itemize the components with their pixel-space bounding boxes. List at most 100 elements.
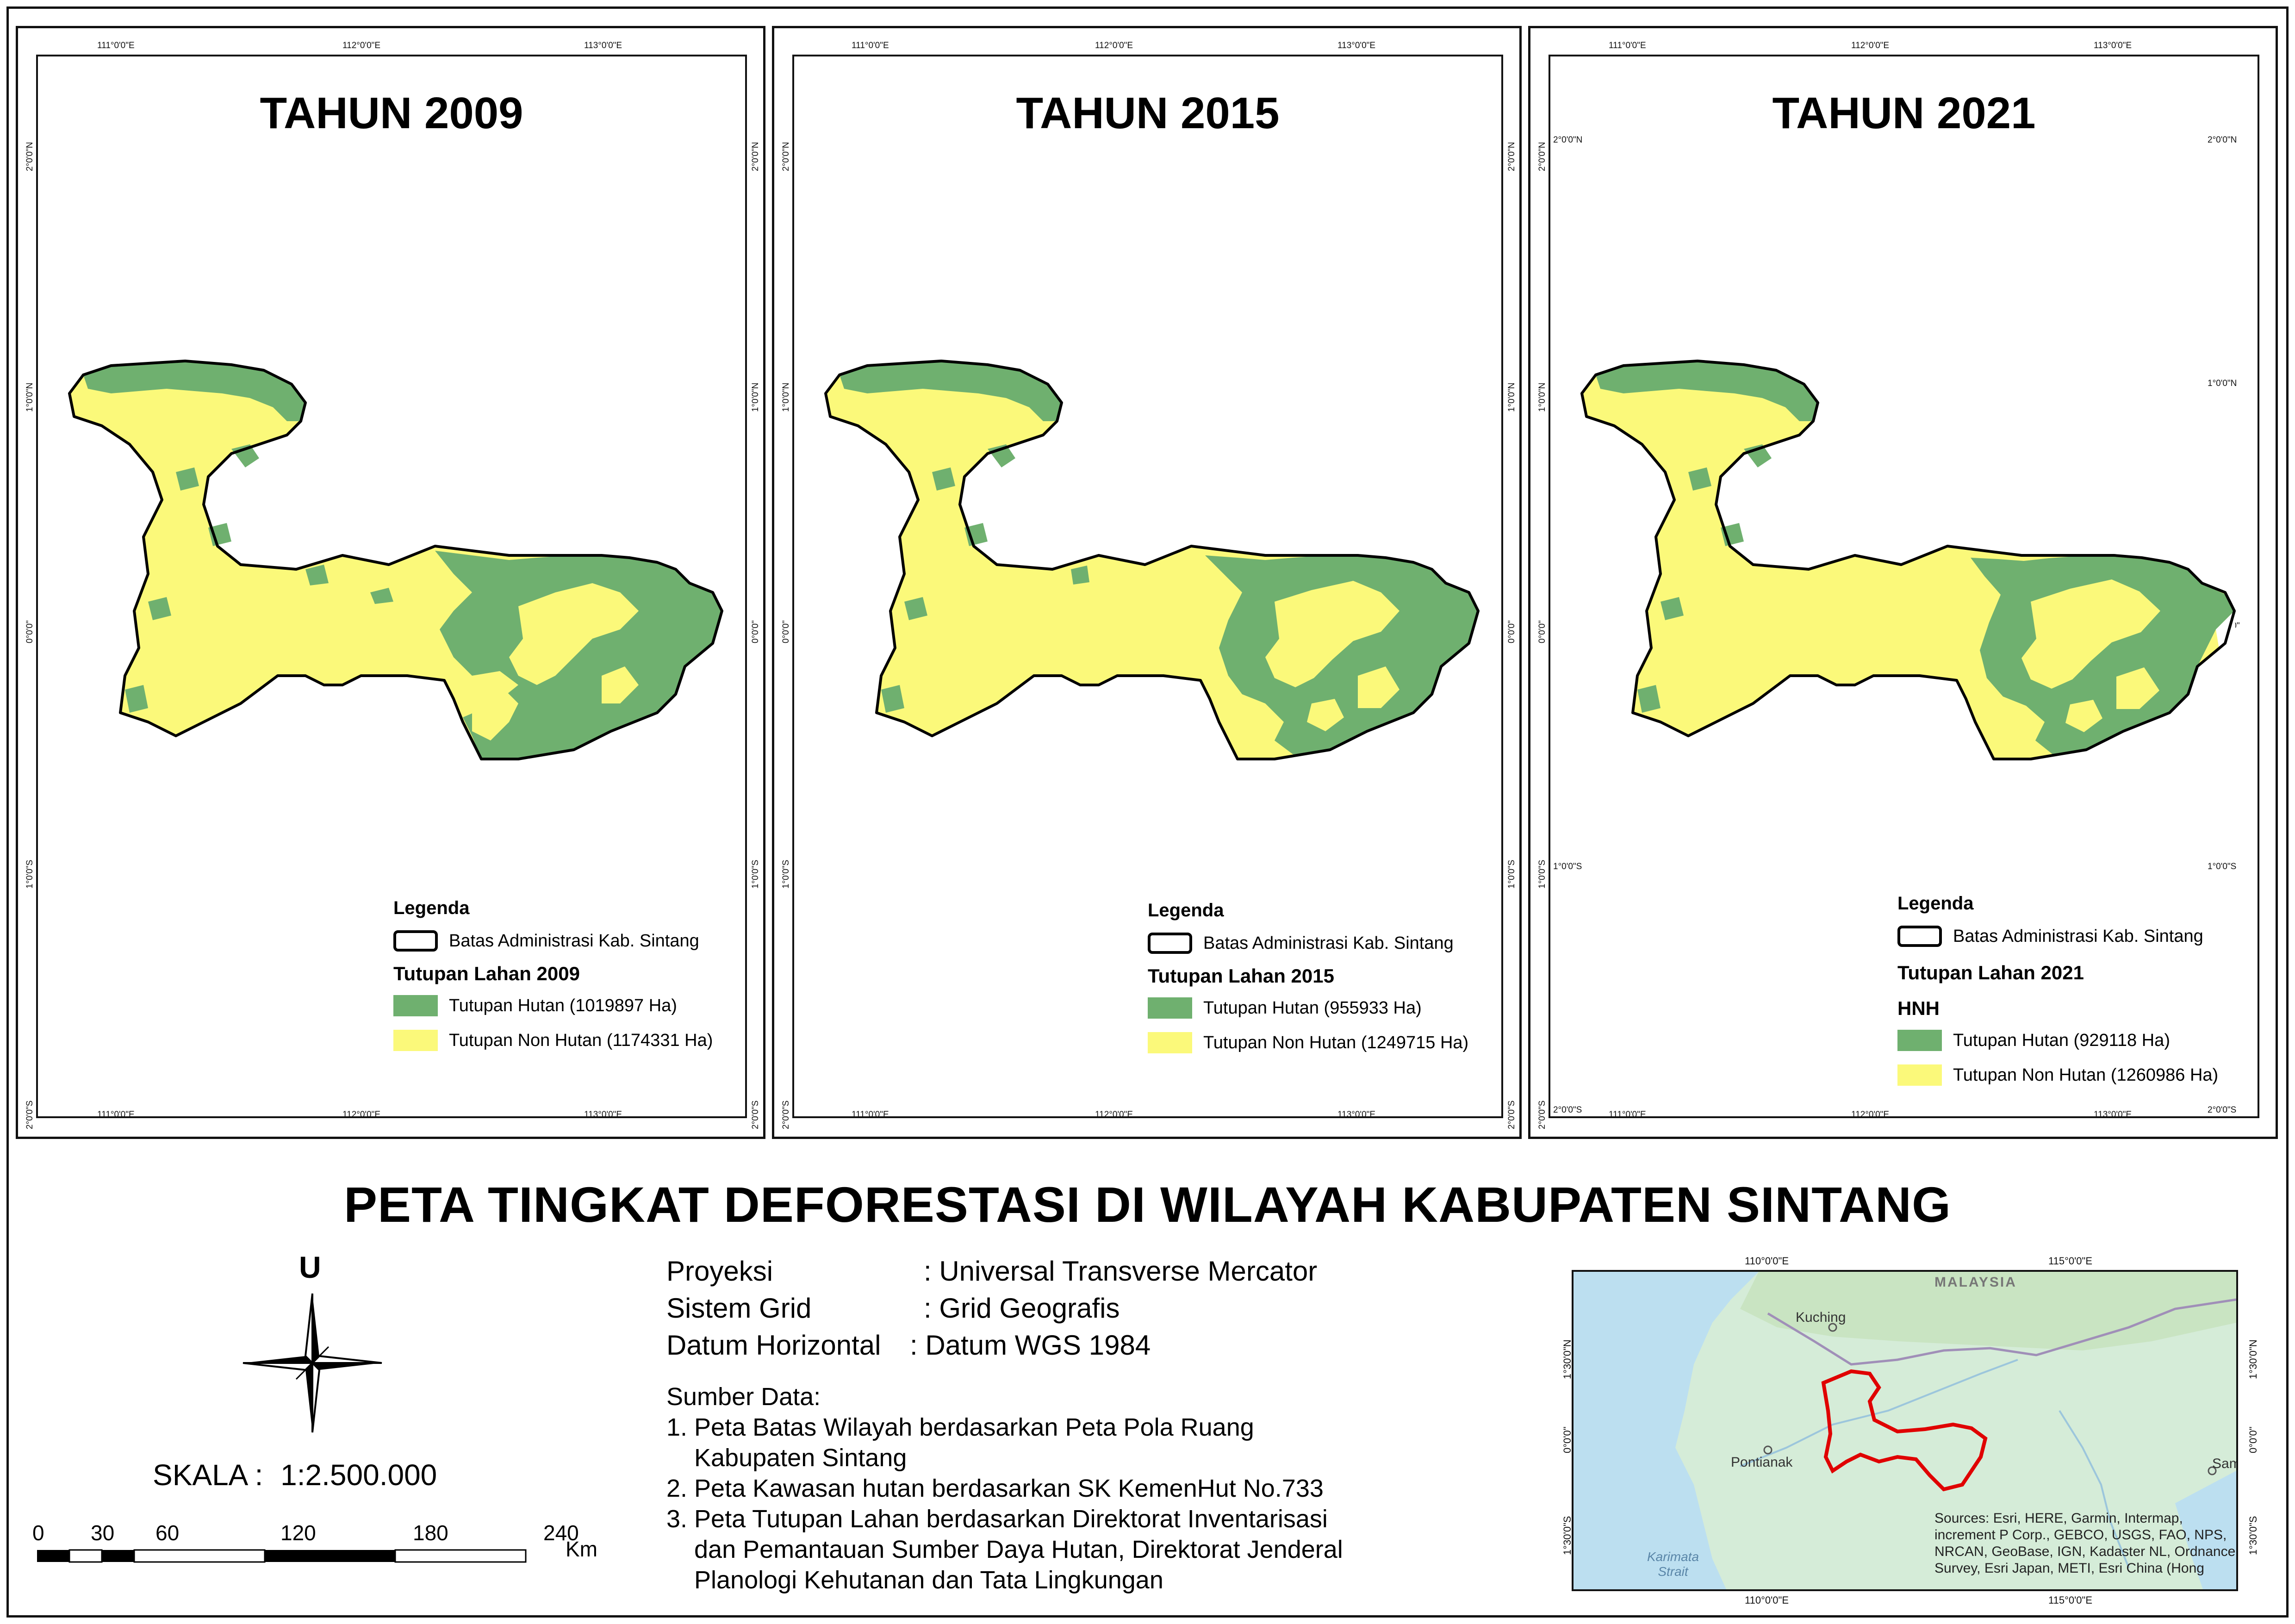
right-tick-2S: 2°0'0"S [751, 1100, 760, 1129]
right-tick-0: 0°0'0" [1507, 620, 1517, 643]
pontianak-dot [1763, 1445, 1773, 1455]
legend-subtitle-hnh: HNH [1897, 997, 1940, 1019]
right-tick-2S: 2°0'0"S [2208, 1105, 2237, 1115]
district-shape [824, 360, 1480, 760]
right-tick-1S: 1°0'0"S [2208, 862, 2237, 871]
left-tick-2N: 2°0'0"N [781, 142, 791, 171]
forest-north [83, 361, 305, 421]
place-kuching: Kuching [1796, 1310, 1846, 1325]
sintang-map-2009 [68, 360, 723, 760]
legend-2009: Legenda Batas Administrasi Kab. Sintang … [393, 898, 745, 1064]
scale-label: SKALA : [153, 1458, 263, 1492]
legend-title: Legenda [393, 898, 470, 918]
source-line-1: 1. Peta Batas Wilayah berdasarkan Peta P… [666, 1413, 1254, 1441]
panel-title-2009: TAHUN 2009 [260, 88, 523, 138]
bottom-tick-111: 111°0'0"E [852, 1110, 889, 1120]
right-tick-0: 0°0'0" [751, 620, 760, 643]
credits-line-4: Survey, Esri Japan, METI, Esri China (Ho… [1934, 1561, 2204, 1576]
right-tick-2N: 2°0'0"N [2208, 135, 2237, 145]
legend-title: Legenda [1897, 893, 1974, 914]
legend-subtitle: Tutupan Lahan 2015 [1148, 965, 1334, 987]
district-boundary [68, 360, 723, 760]
bottom-tick-113: 113°0'0"E [2094, 1110, 2132, 1120]
legend-row-nonforest: Tutupan Non Hutan (1260986 Ha) [1897, 1064, 2218, 1086]
right-tick-2N: 2°0'0"N [1507, 142, 1517, 171]
inset-map: Kuching Pontianak Sam MALAYSIA Karimata … [1572, 1270, 2238, 1591]
panel-title-2015: TAHUN 2015 [1016, 88, 1280, 138]
legend-subtitle: Tutupan Lahan 2009 [393, 963, 580, 984]
district-shape [1580, 360, 2237, 760]
inset-bottom-tick-110: 110°0'0"E [1745, 1594, 1789, 1606]
river-kapuas [1740, 1359, 2018, 1467]
left-in-tick-2N: 2°0'0"N [1553, 135, 1583, 145]
boundary-swatch [1897, 926, 1942, 947]
nonforest-swatch [1148, 1032, 1192, 1053]
inset-top-tick-115: 115°0'0"E [2048, 1255, 2093, 1267]
legend-2015: Legenda Batas Administrasi Kab. Sintang … [1148, 900, 1509, 1067]
bottom-tick-112: 112°0'0"E [342, 1110, 381, 1120]
forest-east [1205, 555, 1478, 754]
nonforest-label: Tutupan Non Hutan (1249715 Ha) [1203, 1033, 1469, 1052]
top-tick-113: 113°0'0"E [1337, 41, 1376, 50]
scale-value: 1:2.500.000 [280, 1458, 437, 1492]
legend-row-boundary: Batas Administrasi Kab. Sintang [393, 930, 699, 952]
right-tick-1S: 1°0'0"S [1507, 859, 1517, 889]
left-tick-2S: 2°0'0"S [25, 1100, 35, 1129]
info-datum-key: Datum Horizontal [666, 1330, 881, 1361]
district-boundary [1580, 360, 2236, 760]
legend-row-boundary: Batas Administrasi Kab. Sintang [1148, 933, 1454, 954]
nonforest-east-patches [1265, 581, 1399, 731]
boundary-label: Batas Administrasi Kab. Sintang [449, 931, 699, 951]
nonforest-label: Tutupan Non Hutan (1260986 Ha) [1953, 1065, 2219, 1085]
left-in-tick-1S: 1°0'0"S [1553, 862, 1582, 871]
info-proyeksi-value: : Universal Transverse Mercator [924, 1256, 1318, 1287]
inset-credits: Sources: Esri, HERE, Garmin, Intermap, i… [1934, 1510, 2235, 1577]
source-line-3: 2. Peta Kawasan hutan berdasarkan SK Kem… [666, 1475, 1324, 1502]
sintang-red-outline [1821, 1369, 1988, 1492]
top-tick-113: 113°0'0"E [584, 41, 622, 50]
kuching-dot [1828, 1323, 1837, 1332]
right-tick-1N: 1°0'0"N [751, 382, 760, 412]
scale-tick-240: 240 [543, 1521, 579, 1545]
left-tick-2S: 2°0'0"S [1537, 1100, 1547, 1129]
credits-line-2: increment P Corp., GEBCO, USGS, FAO, NPS… [1934, 1527, 2227, 1543]
legend-row-nonforest: Tutupan Non Hutan (1249715 Ha) [1148, 1032, 1468, 1053]
top-tick-112: 112°0'0"E [342, 41, 381, 50]
top-tick-112: 112°0'0"E [1095, 41, 1133, 50]
bottom-tick-113: 113°0'0"E [584, 1110, 622, 1120]
source-line-4: 3. Peta Tutupan Lahan berdasarkan Direkt… [666, 1505, 1328, 1533]
legend-row-forest: Tutupan Hutan (1019897 Ha) [393, 995, 677, 1016]
legend-row-boundary: Batas Administrasi Kab. Sintang [1897, 926, 2203, 947]
inset-right-tick-0: 0°0'0" [2247, 1426, 2259, 1453]
right-tick-1N: 1°0'0"N [1507, 382, 1517, 412]
left-in-tick-2S: 2°0'0"S [1553, 1105, 1582, 1115]
forest-swatch [393, 995, 438, 1016]
nonforest-swatch [1897, 1064, 1942, 1086]
map-main-title: PETA TINGKAT DEFORESTASI DI WILAYAH KABU… [343, 1176, 1952, 1232]
forest-label: Tutupan Hutan (955933 Ha) [1203, 998, 1422, 1018]
top-tick-111: 111°0'0"E [1609, 41, 1646, 50]
nonforest-east-patches [472, 583, 639, 740]
sintang-map-2015 [824, 360, 1480, 760]
north-label: U [299, 1250, 321, 1284]
left-tick-1S: 1°0'0"S [25, 859, 35, 889]
top-tick-111: 111°0'0"E [852, 41, 889, 50]
scale-tick-0: 0 [32, 1521, 44, 1545]
district-shape [68, 360, 723, 760]
left-tick-1N: 1°0'0"N [1537, 382, 1547, 412]
forest-north [1596, 361, 1818, 421]
right-tick-2N: 2°0'0"N [751, 142, 760, 171]
right-tick-2S: 2°0'0"S [1507, 1100, 1517, 1129]
panel-title-2021: TAHUN 2021 [1772, 88, 2036, 138]
place-malaysia: MALAYSIA [1934, 1275, 2017, 1290]
forest-swatch [1148, 997, 1192, 1019]
forest-label: Tutupan Hutan (929118 Ha) [1953, 1030, 2170, 1050]
forest-label: Tutupan Hutan (1019897 Ha) [449, 996, 677, 1015]
right-tick-1N: 1°0'0"N [2208, 379, 2237, 388]
bottom-tick-113: 113°0'0"E [1337, 1110, 1376, 1120]
source-line-5: dan Pemantauan Sumber Daya Hutan, Direkt… [694, 1536, 1343, 1563]
top-tick-111: 111°0'0"E [97, 41, 135, 50]
bottom-tick-111: 111°0'0"E [97, 1110, 135, 1120]
boundary-swatch [393, 930, 438, 952]
inset-right-tick-1S: 1°30'0"S [2247, 1516, 2259, 1555]
